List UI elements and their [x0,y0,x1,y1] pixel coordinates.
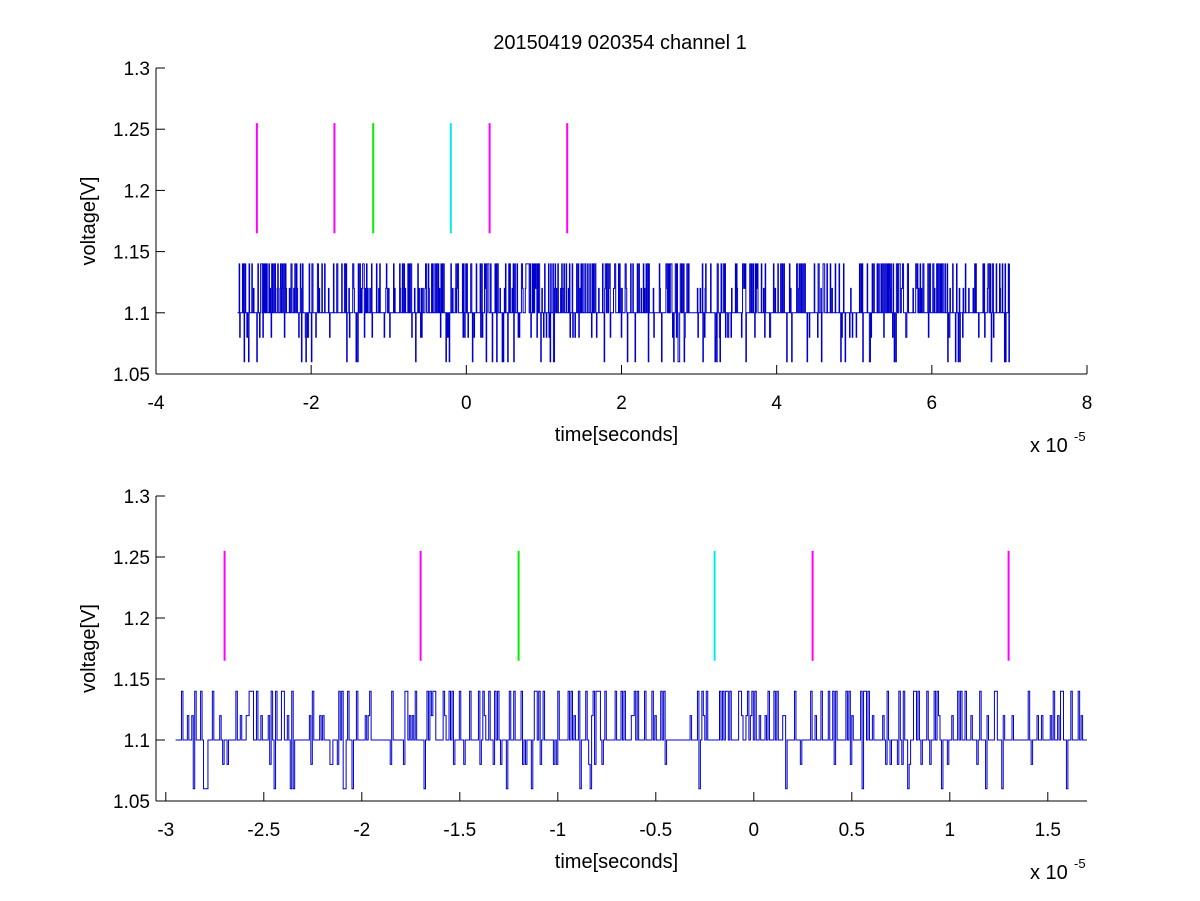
x-tick-label: -4 [148,393,165,414]
x-tick-label: 4 [771,393,782,414]
x-tick-label: -2 [303,393,320,414]
top-subplot: -4 -2 0 2 4 6 8 1.05 1.1 1.15 1.2 1.25 1.3 time[secon… [78,59,1092,457]
x-axis-label: time[seconds] [555,851,678,873]
x-axis-label: time[seconds] [555,424,678,446]
y-tick-label: 1.25 [113,548,150,569]
y-tick-label: 1.05 [113,365,150,386]
y-tick-label: 1.1 [124,731,150,752]
x-tick-label: 0 [461,393,472,414]
x-tick-label: 8 [1082,393,1093,414]
x-tick-label: -2.5 [247,820,280,841]
x-multiplier-exponent: -5 [1074,856,1086,871]
y-tick-label: 1.05 [113,792,150,813]
y-tick-label: 1.1 [124,304,150,325]
bottom-subplot: -3 -2.5 -2 -1.5 -1 -0.5 0 0.5 1 1.5 1.05 1.1 1.15 1.2… [78,487,1087,884]
x-tick-label: -0.5 [639,820,672,841]
x-tick-label: 1.5 [1035,820,1061,841]
y-axis-label: voltage[V] [78,604,100,693]
x-multiplier-label: x 10 [1030,435,1068,457]
x-tick-label: 6 [927,393,938,414]
x-multiplier-exponent: -5 [1074,429,1086,444]
voltage-series-line [237,263,1010,363]
y-tick-label: 1.3 [124,487,150,508]
x-multiplier-label: x 10 [1030,862,1068,884]
y-tick-label: 1.15 [113,670,150,691]
x-tick-label: 0.5 [839,820,865,841]
y-tick-label: 1.15 [113,243,150,264]
y-tick-label: 1.3 [124,59,150,80]
y-tick-label: 1.2 [124,609,150,630]
y-axis-label: voltage[V] [78,177,100,266]
x-tick-label: -2 [353,820,370,841]
x-tick-label: 0 [749,820,760,841]
figure-title: 20150419 020354 channel 1 [493,32,747,54]
x-tick-label: -3 [157,820,174,841]
x-tick-label: 1 [945,820,956,841]
x-tick-label: -1 [549,820,566,841]
y-tick-label: 1.25 [113,120,150,141]
x-tick-label: 2 [616,393,627,414]
y-tick-label: 1.2 [124,181,150,202]
x-tick-label: -1.5 [443,820,476,841]
voltage-series-line [175,690,1087,790]
